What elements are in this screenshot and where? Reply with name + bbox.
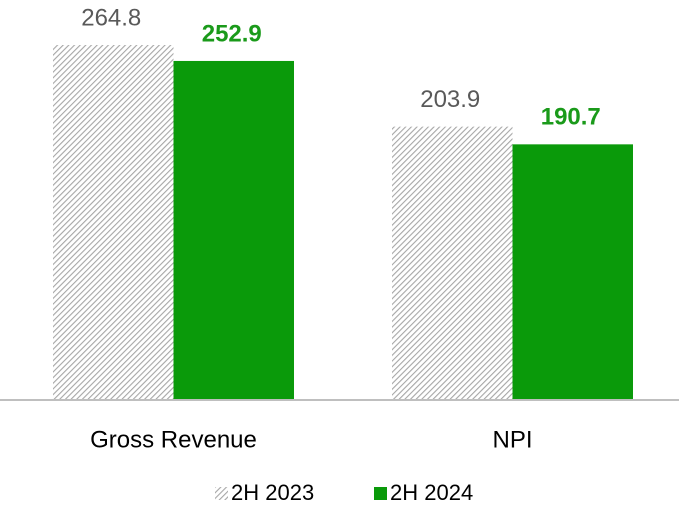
legend-label: 2H 2023 bbox=[231, 480, 314, 505]
value-label: 190.7 bbox=[541, 104, 601, 131]
x-tick-label: NPI bbox=[492, 426, 532, 453]
bar bbox=[392, 126, 513, 400]
bar bbox=[512, 144, 633, 400]
value-label: 264.8 bbox=[81, 4, 141, 31]
legend-label: 2H 2024 bbox=[390, 480, 473, 505]
x-tick-label: Gross Revenue bbox=[90, 426, 257, 453]
legend-swatch bbox=[374, 487, 387, 500]
value-label: 203.9 bbox=[420, 86, 480, 113]
bar bbox=[173, 60, 294, 400]
value-label: 252.9 bbox=[202, 20, 262, 47]
bar bbox=[53, 45, 174, 400]
legend-swatch bbox=[215, 487, 228, 500]
